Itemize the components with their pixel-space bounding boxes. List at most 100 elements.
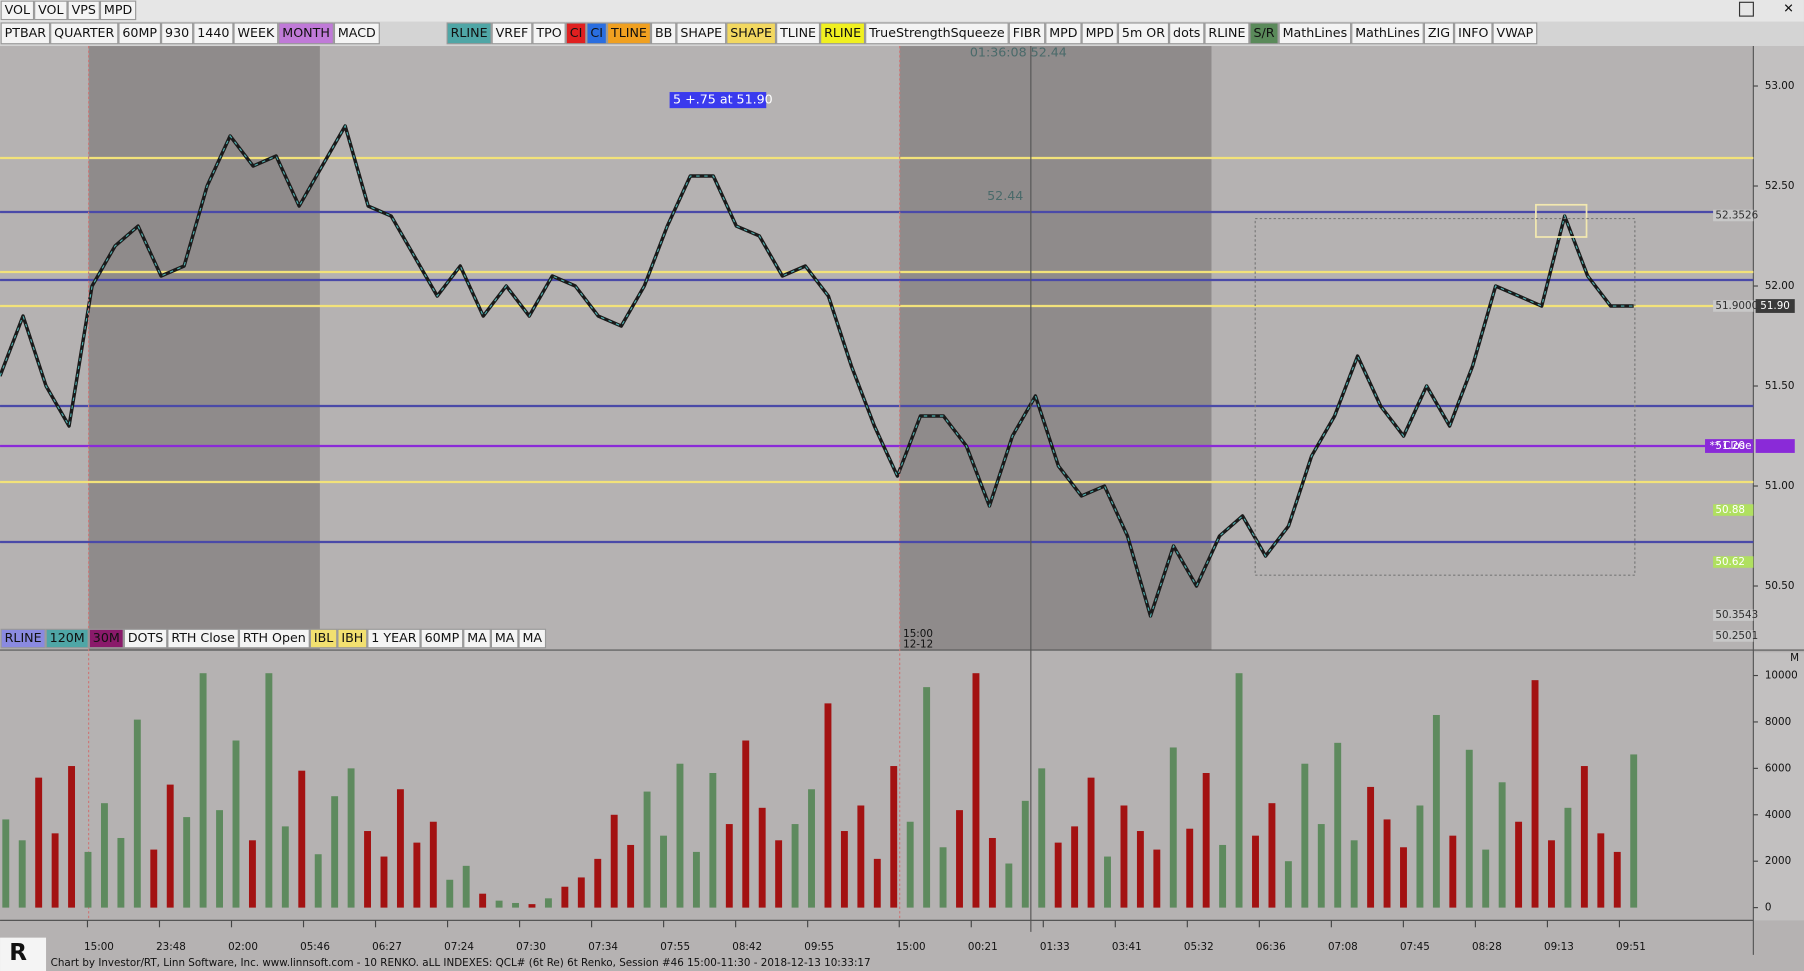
toolbar-button[interactable] [1351, 22, 1424, 45]
toolbar-button-label[interactable]: MA [495, 630, 515, 645]
toolbar-button[interactable] [446, 22, 492, 45]
toolbar-button[interactable] [238, 628, 310, 649]
toolbar-button[interactable] [518, 628, 547, 649]
toolbar-button-label[interactable]: CI [590, 25, 603, 40]
toolbar-button-label[interactable]: MPD [1086, 25, 1114, 40]
toolbar-button[interactable] [193, 22, 234, 45]
toolbar-button-label[interactable]: MACD [338, 25, 376, 40]
toolbar-button-label[interactable]: VOL [5, 2, 30, 17]
toolbar-button[interactable] [278, 22, 334, 45]
toolbar-button-label[interactable]: MPD [104, 2, 132, 17]
toolbar-button-label[interactable]: MPD [1049, 25, 1077, 40]
toolbar-button-label[interactable]: PTBAR [5, 25, 47, 40]
toolbar-button-label[interactable]: DOTS [128, 630, 163, 645]
toolbar-button[interactable] [45, 628, 89, 649]
toolbar-button[interactable] [1008, 22, 1046, 45]
toolbar-button[interactable] [1117, 22, 1170, 45]
toolbar-button[interactable] [0, 22, 51, 45]
toolbar-button[interactable] [123, 628, 168, 649]
toolbar-button[interactable] [167, 628, 239, 649]
toolbar-button-label[interactable]: RTH Close [171, 630, 235, 645]
toolbar-button-label[interactable]: MathLines [1283, 25, 1348, 40]
toolbar-button-label[interactable]: RLINE [5, 630, 42, 645]
toolbar-button[interactable] [1169, 22, 1205, 45]
toolbar-button[interactable] [463, 628, 491, 649]
toolbar-button-label[interactable]: 1 YEAR [371, 630, 416, 645]
toolbar-button-label[interactable]: 30M [93, 630, 120, 645]
toolbar-button-label[interactable]: TLINE [779, 25, 816, 40]
close-button[interactable]: ✕ [1783, 1, 1794, 16]
toolbar-button[interactable] [491, 22, 533, 45]
toolbar-button-label[interactable]: RLINE [824, 25, 861, 40]
toolbar-button-label[interactable]: dots [1173, 25, 1200, 40]
toolbar-button-label[interactable]: IBL [314, 630, 333, 645]
toolbar-button[interactable] [776, 22, 821, 45]
toolbar-button[interactable] [118, 22, 162, 45]
toolbar-button[interactable] [586, 22, 607, 45]
toolbar-button-label[interactable]: 1440 [197, 25, 229, 40]
toolbar-button[interactable] [1492, 22, 1538, 45]
toolbar-button[interactable] [1278, 22, 1352, 45]
toolbar-button-label[interactable]: FIBR [1013, 25, 1042, 40]
toolbar-button-label[interactable]: INFO [1458, 25, 1488, 40]
toolbar-button[interactable] [50, 22, 119, 45]
toolbar-button-label[interactable]: CI [570, 25, 583, 40]
toolbar-button[interactable] [0, 628, 46, 649]
restore-button[interactable] [1738, 1, 1754, 17]
toolbar-button-label[interactable]: QUARTER [54, 25, 114, 40]
toolbar-button-label[interactable]: 930 [165, 25, 189, 40]
toolbar-button-label[interactable]: MA [522, 630, 542, 645]
toolbar-button-label[interactable]: MA [467, 630, 487, 645]
toolbar-button[interactable] [676, 22, 727, 45]
toolbar-button[interactable] [1423, 22, 1455, 45]
toolbar-button[interactable] [233, 22, 279, 45]
toolbar-button-label[interactable]: ZIG [1428, 25, 1450, 40]
toolbar-button[interactable] [0, 0, 35, 21]
toolbar-button[interactable] [337, 628, 368, 649]
toolbar-button[interactable] [161, 22, 194, 45]
toolbar-button-label[interactable]: RLINE [451, 25, 488, 40]
toolbar-button[interactable] [67, 0, 100, 21]
toolbar-button[interactable] [650, 22, 677, 45]
toolbar-button[interactable] [820, 22, 866, 45]
toolbar-button-label[interactable]: IBH [341, 630, 363, 645]
toolbar-button-label[interactable]: MathLines [1355, 25, 1420, 40]
toolbar-button-label[interactable]: RTH Open [243, 630, 306, 645]
toolbar-button[interactable] [726, 22, 777, 45]
toolbar-button[interactable] [565, 22, 587, 45]
toolbar-button-label[interactable]: VOL [38, 2, 63, 17]
toolbar-button[interactable] [367, 628, 421, 649]
toolbar-button-label[interactable]: 5m OR [1122, 25, 1165, 40]
toolbar-button-label[interactable]: MONTH [282, 25, 330, 40]
toolbar-button-label[interactable]: VREF [496, 25, 529, 40]
toolbar-button-label[interactable]: 60MP [122, 25, 157, 40]
toolbar-button[interactable] [1045, 22, 1082, 45]
toolbar-button[interactable] [420, 628, 464, 649]
toolbar-button[interactable] [34, 0, 68, 21]
toolbar-button-label[interactable]: 60MP [425, 630, 460, 645]
toolbar-button-label[interactable]: SHAPE [680, 25, 722, 40]
toolbar-button[interactable] [88, 628, 124, 649]
toolbar-button[interactable] [1454, 22, 1493, 45]
toolbar-button-label[interactable]: 120M [50, 630, 85, 645]
toolbar-button-label[interactable]: BB [655, 25, 672, 40]
toolbar-button[interactable] [490, 628, 519, 649]
toolbar-button-label[interactable]: S/R [1253, 25, 1274, 40]
toolbar-button[interactable] [99, 0, 137, 21]
toolbar-button[interactable] [309, 628, 338, 649]
toolbar-button-label[interactable]: TPO [535, 25, 561, 40]
toolbar-button-label[interactable]: RLINE [1208, 25, 1245, 40]
toolbar-button-label[interactable]: TLINE [610, 25, 647, 40]
toolbar-button-label[interactable]: WEEK [237, 25, 274, 40]
toolbar-button[interactable] [865, 22, 1009, 45]
toolbar-button-label[interactable]: VPS [72, 2, 96, 17]
toolbar-button[interactable] [1081, 22, 1118, 45]
toolbar-button-label[interactable]: SHAPE [730, 25, 772, 40]
toolbar-button-label[interactable]: VWAP [1497, 25, 1534, 40]
toolbar-button[interactable] [1204, 22, 1250, 45]
toolbar-button-label[interactable]: TrueStrengthSqueeze [868, 25, 1005, 40]
toolbar-button[interactable] [1249, 22, 1279, 45]
toolbar-button[interactable] [333, 22, 380, 45]
toolbar-button[interactable] [532, 22, 566, 45]
toolbar-button[interactable] [606, 22, 651, 45]
